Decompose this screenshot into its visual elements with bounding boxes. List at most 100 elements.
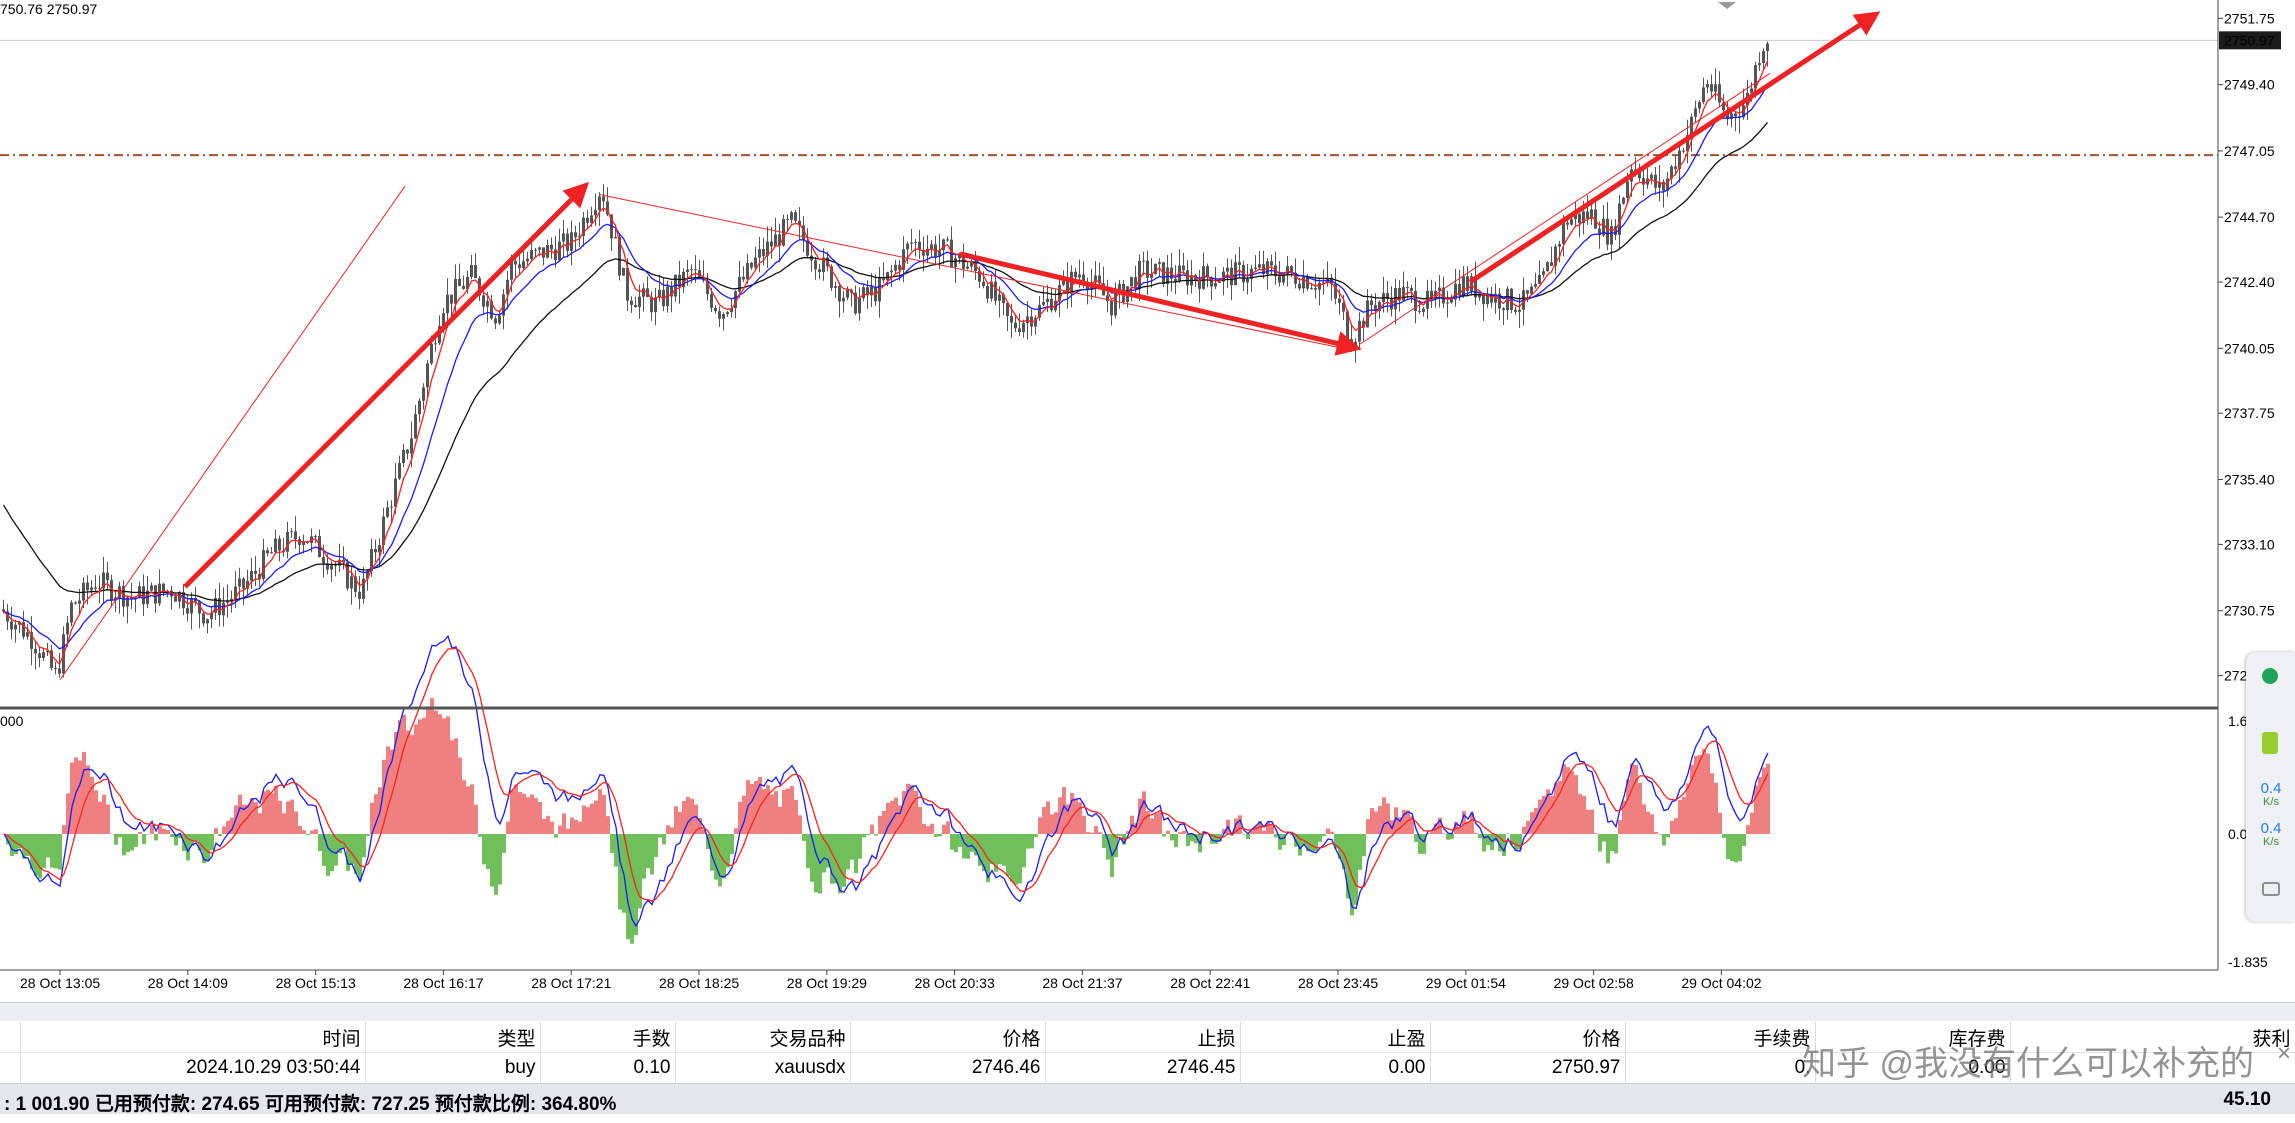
candle — [754, 246, 757, 271]
candle — [658, 274, 661, 302]
candle — [838, 282, 841, 318]
candle — [1762, 48, 1765, 69]
price-chart[interactable]: 2751.75 2749.40 2747.05 2744.70 2742.40 2740.… — [0, 0, 2295, 1002]
candle — [926, 234, 929, 263]
col-symbol[interactable]: 交易品种 — [675, 1022, 851, 1052]
candle — [1222, 266, 1225, 296]
candle — [1238, 246, 1241, 278]
candle — [986, 282, 989, 304]
camera-icon[interactable] — [2262, 882, 2280, 896]
candle — [842, 290, 845, 313]
candle — [742, 266, 745, 282]
ma-fast-line — [3, 61, 1769, 666]
candle — [1758, 52, 1761, 71]
candle — [1430, 279, 1433, 309]
candle — [1734, 110, 1737, 132]
candle — [1042, 286, 1045, 307]
green-status-icon[interactable] — [2262, 668, 2278, 684]
candle — [666, 280, 669, 313]
col-commission[interactable]: 手续费 — [1625, 1022, 1816, 1052]
candle — [1474, 261, 1477, 305]
uptrend-arrow-1 — [183, 181, 590, 589]
candle — [1610, 219, 1613, 261]
cell-commission: 0. — [1625, 1052, 1816, 1083]
cell-take-profit[interactable]: 0.00 — [1240, 1052, 1431, 1083]
price-tick-label: 2733.10 — [2224, 536, 2275, 552]
candle — [1622, 196, 1625, 205]
candle — [286, 521, 289, 559]
candle — [18, 620, 21, 634]
col-volume[interactable]: 手数 — [540, 1022, 676, 1052]
price-tick-label: 2735.40 — [2224, 472, 2275, 488]
price-tick-label: 2737.75 — [2224, 405, 2275, 421]
candle — [186, 595, 189, 622]
candle — [1258, 250, 1261, 270]
candle — [406, 448, 409, 460]
close-icon[interactable]: × — [2277, 1040, 2292, 1067]
col-current-price[interactable]: 价格 — [1430, 1022, 1626, 1052]
candle — [470, 254, 473, 280]
price-tick-label: 2742.40 — [2224, 274, 2275, 290]
candle — [414, 405, 417, 440]
layers-icon[interactable] — [2262, 732, 2278, 754]
time-tick-label: 28 Oct 16:17 — [403, 975, 483, 991]
signal-line — [3, 647, 1769, 902]
col-stop-loss[interactable]: 止损 — [1045, 1022, 1241, 1052]
cell-stop-loss[interactable]: 2746.45 — [1045, 1052, 1241, 1083]
indicator-header: 000 — [0, 713, 24, 729]
col-type[interactable]: 类型 — [365, 1022, 541, 1052]
candle — [1706, 79, 1709, 94]
candle — [446, 278, 449, 329]
candle — [178, 590, 181, 609]
candle — [526, 251, 529, 266]
candle — [242, 577, 245, 606]
candle — [630, 296, 633, 313]
candle — [1666, 171, 1669, 197]
candle — [1606, 202, 1609, 251]
position-row[interactable]: 2024.10.29 03:50:44 buy 0.10 xauusdx 274… — [0, 1052, 2295, 1083]
candle — [274, 529, 277, 553]
candle — [1398, 280, 1401, 312]
candle — [1422, 306, 1425, 317]
upload-unit: K/s — [2263, 796, 2279, 808]
col-time[interactable]: 时间 — [20, 1022, 366, 1052]
candle — [1150, 257, 1153, 288]
candle — [806, 228, 809, 259]
candle — [1554, 243, 1557, 275]
candle — [454, 264, 457, 317]
candle — [814, 256, 817, 280]
time-tick-label: 28 Oct 14:09 — [148, 975, 228, 991]
candle — [1514, 306, 1517, 316]
download-unit: K/s — [2263, 836, 2279, 848]
total-profit: 45.10 — [2223, 1089, 2271, 1110]
terminal-divider[interactable] — [0, 1002, 2295, 1021]
candle — [1550, 246, 1553, 266]
candle — [1486, 287, 1489, 308]
candle — [758, 236, 761, 273]
candle — [942, 238, 945, 265]
col-take-profit[interactable]: 止盈 — [1240, 1022, 1431, 1052]
col-swap[interactable]: 库存费 — [1815, 1022, 2011, 1052]
candle — [898, 259, 901, 281]
current-price-label: 2750.97 — [2224, 32, 2275, 48]
price-tick-label: 2740.05 — [2224, 340, 2275, 356]
positions-header: 时间 类型 手数 交易品种 价格 止损 止盈 价格 手续费 库存费 获利 — [0, 1022, 2295, 1052]
candle — [1002, 292, 1005, 316]
account-status-bar: : 1 001.90 已用预付款: 274.65 可用预付款: 727.25 预… — [0, 1083, 2295, 1115]
candle — [142, 574, 145, 617]
chart-side-panel[interactable]: 0.4 K/s 0.4 K/s — [2246, 652, 2295, 922]
cell-time: 2024.10.29 03:50:44 — [20, 1052, 366, 1083]
candle — [1146, 250, 1149, 295]
col-open-price[interactable]: 价格 — [850, 1022, 1046, 1052]
candle — [426, 359, 429, 398]
candle — [950, 226, 953, 268]
candle — [834, 281, 837, 298]
thin-trend-line-3 — [1359, 72, 1771, 345]
candle — [22, 610, 25, 640]
candle — [738, 260, 741, 299]
candle — [718, 306, 721, 327]
candle — [1466, 266, 1469, 297]
candle — [770, 226, 773, 259]
col-profit[interactable]: 获利 — [2010, 1022, 2295, 1052]
cell-symbol: xauusdx — [675, 1052, 851, 1083]
